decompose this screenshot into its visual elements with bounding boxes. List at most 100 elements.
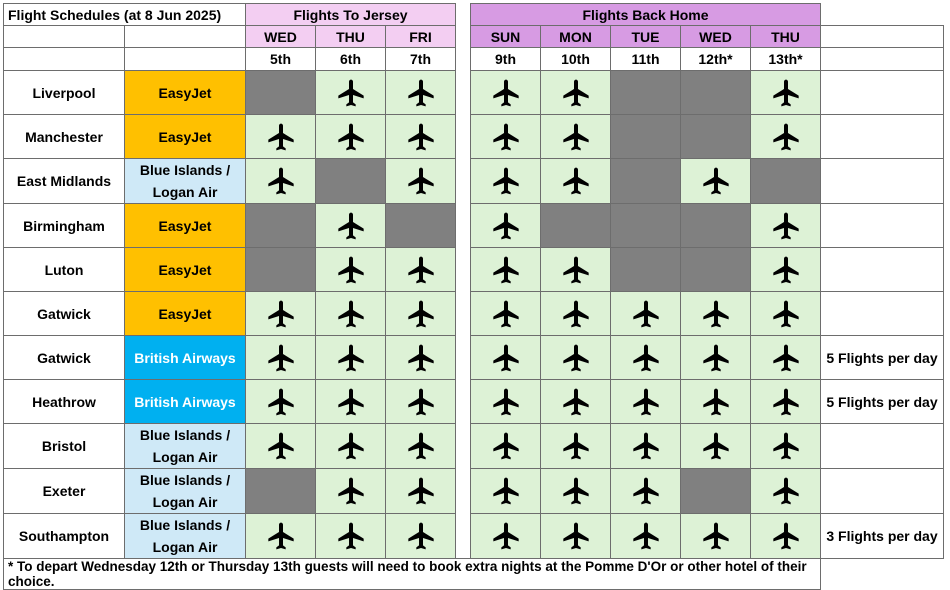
airplane-icon <box>267 344 294 371</box>
airline-label: EasyJet <box>158 84 212 101</box>
flight-cell <box>385 513 456 559</box>
airplane-icon <box>772 300 799 327</box>
flight-cell <box>245 379 316 424</box>
airplane-icon <box>772 477 799 505</box>
spacer-cell <box>456 380 471 424</box>
flights-per-day-note <box>820 114 944 159</box>
airplane-icon <box>562 477 589 505</box>
flight-cell <box>315 70 386 115</box>
airplane-icon <box>407 477 434 505</box>
header-row-groups: Flight Schedules (at 8 Jun 2025) Flights… <box>3 3 944 26</box>
flight-cell <box>680 513 751 559</box>
weekday-header: MON <box>540 25 611 48</box>
spacer-cell <box>456 26 471 48</box>
airplane-icon <box>562 256 589 283</box>
airplane-icon <box>562 167 589 195</box>
spacer-cell <box>456 204 471 248</box>
airplane-icon <box>562 388 589 415</box>
flight-cell <box>385 114 456 159</box>
table-row: Manchester EasyJet <box>3 114 944 159</box>
airline-cell: EasyJet <box>124 291 246 336</box>
flight-cell <box>680 423 751 469</box>
airplane-icon <box>772 256 799 283</box>
flight-cell <box>315 379 386 424</box>
no-flight-cell <box>245 247 316 292</box>
flight-cell <box>540 114 611 159</box>
table-row: Southampton Blue Islands / Logan Air 3 Flig… <box>3 513 944 559</box>
airline-label: EasyJet <box>158 305 212 322</box>
flight-cell <box>385 468 456 514</box>
flights-per-day-note <box>820 70 944 115</box>
spacer-cell <box>456 48 471 71</box>
no-flight-cell <box>610 114 681 159</box>
airplane-icon <box>267 388 294 415</box>
flight-cell <box>385 423 456 469</box>
date-header: 12th* <box>680 47 751 71</box>
flight-cell <box>680 158 751 204</box>
airplane-icon <box>702 344 729 371</box>
no-flight-cell <box>315 158 386 204</box>
flight-cell <box>750 335 821 380</box>
flight-cell <box>750 513 821 559</box>
airplane-icon <box>407 388 434 415</box>
schedule-title: Flight Schedules (at 8 Jun 2025) <box>3 3 246 26</box>
flight-cell <box>385 335 456 380</box>
airplane-icon <box>492 256 519 283</box>
airplane-icon <box>492 477 519 505</box>
airline-label: Logan Air <box>152 494 218 510</box>
no-flight-cell <box>680 114 751 159</box>
spacer-cell <box>456 292 471 336</box>
no-flight-cell <box>245 468 316 514</box>
airline-label: EasyJet <box>158 261 212 278</box>
airport-cell: Gatwick <box>3 335 125 380</box>
no-flight-cell <box>385 203 456 248</box>
date-header: 7th <box>385 47 456 71</box>
no-flight-cell <box>680 247 751 292</box>
airplane-icon <box>562 432 589 460</box>
flights-per-day-note <box>820 468 944 514</box>
airline-cell: EasyJet <box>124 70 246 115</box>
no-flight-cell <box>610 70 681 115</box>
airline-cell: Blue Islands / Logan Air <box>124 513 246 559</box>
airplane-icon <box>407 344 434 371</box>
flight-cell <box>610 379 681 424</box>
no-flight-cell <box>610 203 681 248</box>
airplane-icon <box>407 300 434 327</box>
airport-cell: Southampton <box>3 513 125 559</box>
flights-per-day-note <box>820 291 944 336</box>
airport-cell: Luton <box>3 247 125 292</box>
spacer-cell <box>456 159 471 204</box>
flight-cell <box>385 247 456 292</box>
spacer-cell <box>456 469 471 514</box>
airplane-icon <box>492 344 519 371</box>
flight-cell <box>750 423 821 469</box>
airplane-icon <box>407 167 434 195</box>
header-blank-cell <box>3 25 125 48</box>
airline-label: Logan Air <box>152 184 218 200</box>
flight-cell <box>750 291 821 336</box>
no-flight-cell <box>680 70 751 115</box>
header-blank-cell <box>820 25 944 48</box>
airline-cell: EasyJet <box>124 247 246 292</box>
table-row: Bristol Blue Islands / Logan Air <box>3 423 944 469</box>
flight-cell <box>470 468 541 514</box>
flights-back-home-header: Flights Back Home <box>470 3 821 26</box>
flight-cell <box>315 335 386 380</box>
airplane-icon <box>632 522 659 550</box>
airplane-icon <box>492 388 519 415</box>
table-row: Gatwick EasyJet <box>3 291 944 336</box>
airline-label: EasyJet <box>158 128 212 145</box>
flight-cell <box>315 247 386 292</box>
no-flight-cell <box>750 158 821 204</box>
flight-cell <box>540 70 611 115</box>
flight-cell <box>610 513 681 559</box>
table-row: East Midlands Blue Islands / Logan Air <box>3 158 944 204</box>
header-row-weekdays: WED THU FRI SUN MON TUE WED THU <box>3 25 944 48</box>
flight-cell <box>610 468 681 514</box>
airplane-icon <box>267 432 294 460</box>
airport-cell: Heathrow <box>3 379 125 424</box>
no-flight-cell <box>540 203 611 248</box>
flight-cell <box>680 379 751 424</box>
airport-cell: East Midlands <box>3 158 125 204</box>
flight-cell <box>540 247 611 292</box>
